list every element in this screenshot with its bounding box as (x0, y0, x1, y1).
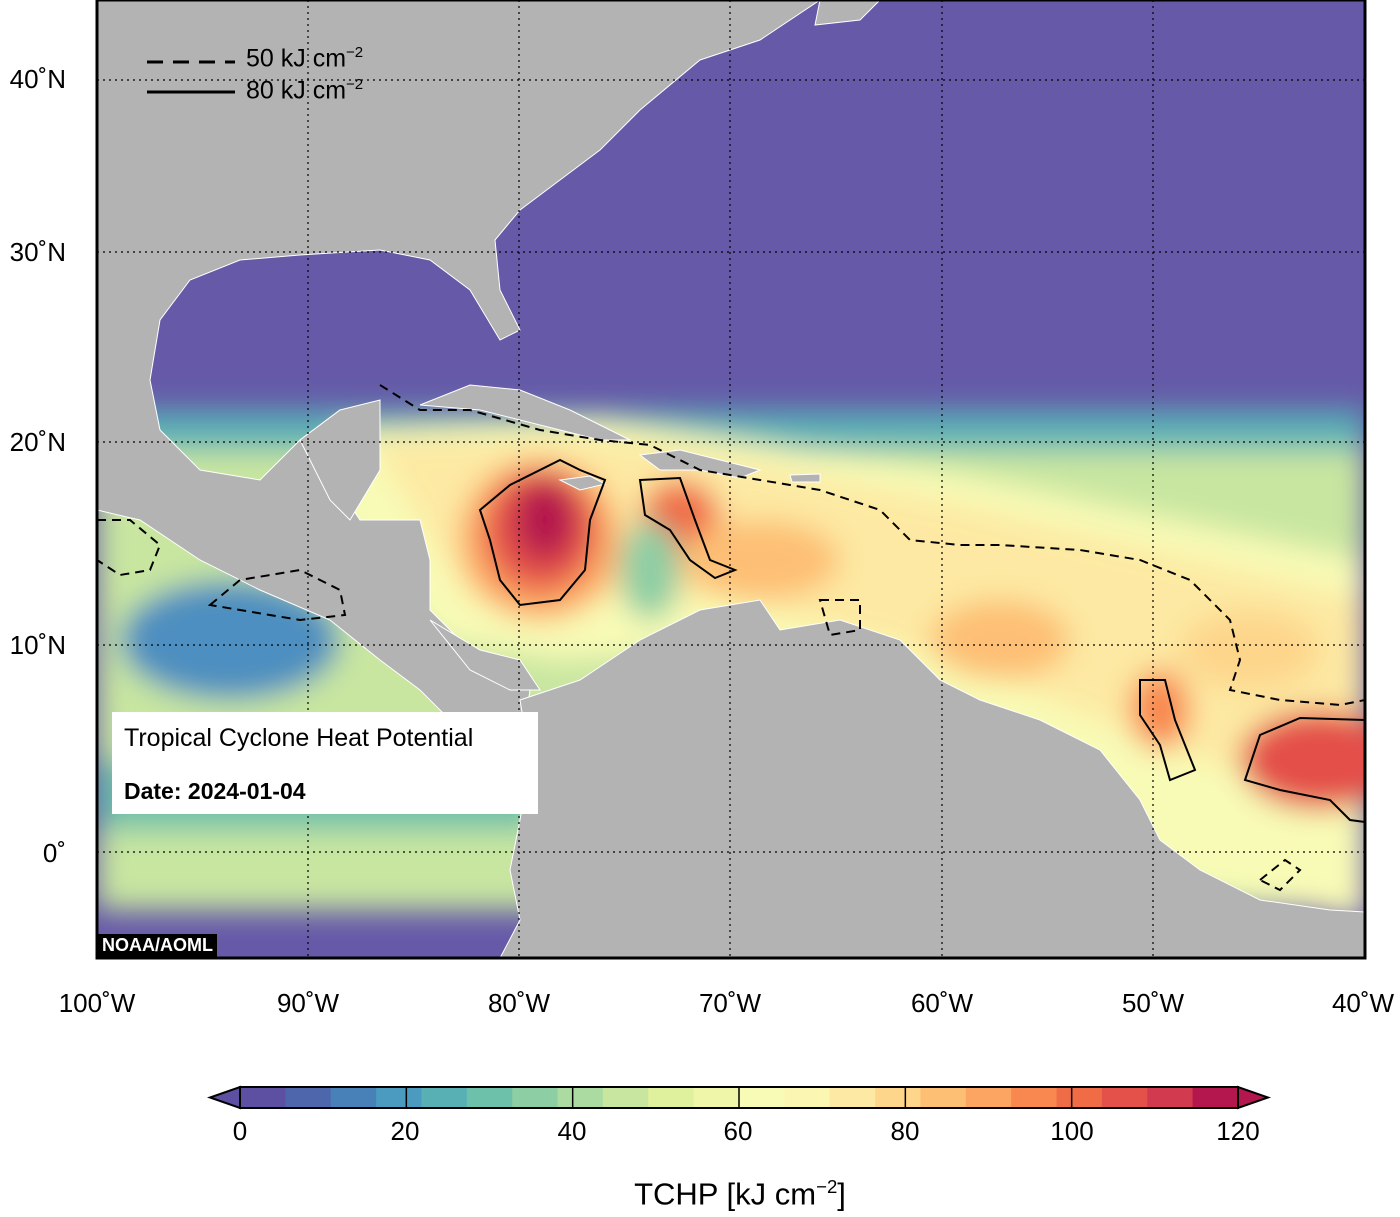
legend-label-50: 50 kJ cm (246, 44, 347, 73)
contour-50-north (379, 384, 1365, 707)
colorbar-segment (330, 1087, 377, 1108)
legend-entry-80: 80 kJ cm−2 (246, 76, 363, 105)
lat-label-40n: 40˚N (9, 64, 66, 94)
colorbar-tick-80: 80 (890, 1116, 920, 1146)
colorbar-segment (466, 1087, 513, 1108)
colorbar-tick-0: 0 (232, 1116, 248, 1146)
lon-label-80w: 80˚W (487, 988, 551, 1018)
colorbar (206, 1085, 1272, 1110)
land (97, 0, 1365, 958)
colorbar-tick-100: 100 (1050, 1116, 1094, 1146)
contour-80-d (1243, 716, 1365, 823)
contour-80-c (1139, 679, 1197, 782)
colorbar-under-arrow (206, 1085, 241, 1110)
contour-80-a (478, 458, 607, 607)
colorbar-segment (1147, 1087, 1194, 1108)
colorbar-title-sup: −2 (816, 1176, 838, 1197)
lon-label-100w: 100˚W (58, 988, 136, 1018)
contour-80-b (638, 476, 738, 580)
colorbar-segment (965, 1087, 1012, 1108)
colorbar-segment (376, 1087, 423, 1108)
lon-label-90w: 90˚W (276, 988, 340, 1018)
lat-label-20n: 20˚N (9, 427, 66, 457)
colorbar-segment (240, 1087, 286, 1108)
lon-label-50w: 50˚W (1121, 988, 1185, 1018)
colorbar-segment (648, 1087, 695, 1108)
colorbar-segment (920, 1087, 967, 1108)
colorbar-segment (739, 1087, 785, 1108)
contour-50-south (1258, 858, 1302, 892)
colorbar-title-end: ] (837, 1176, 846, 1212)
legend-label-80: 80 kJ cm (246, 76, 347, 105)
colorbar-segment (557, 1087, 604, 1108)
colorbar-segment (1011, 1087, 1058, 1108)
info-box: Tropical Cyclone Heat Potential Date: 20… (112, 712, 538, 814)
colorbar-title: TCHP [kJ cm−2] (634, 1176, 846, 1212)
colorbar-segment (602, 1087, 649, 1108)
contour-50-sa (818, 599, 861, 637)
lat-label-0: 0˚ (42, 838, 66, 868)
colorbar-segment (421, 1087, 468, 1108)
colorbar-segment (829, 1087, 876, 1108)
colorbar-segment (285, 1087, 332, 1108)
colorbar-tick-120: 120 (1216, 1116, 1260, 1146)
colorbar-over-arrow (1237, 1085, 1272, 1110)
colorbar-segment (693, 1087, 740, 1108)
contours (97, 384, 1365, 892)
colorbar-segment (1056, 1087, 1103, 1108)
legend-entry-50: 50 kJ cm−2 (246, 44, 363, 73)
colorbar-tick-40: 40 (557, 1116, 587, 1146)
map-title: Tropical Cyclone Heat Potential (124, 724, 474, 752)
lon-label-60w: 60˚W (910, 988, 974, 1018)
colorbar-segment (1101, 1087, 1148, 1108)
contour-50-pacific (207, 568, 347, 622)
map-date: Date: 2024-01-04 (124, 778, 306, 804)
lon-label-40w: 40˚W (1331, 988, 1395, 1018)
lon-label-70w: 70˚W (698, 988, 762, 1018)
colorbar-tick-20: 20 (390, 1116, 420, 1146)
map-frame (95, 0, 1367, 960)
colorbar-segment (875, 1087, 922, 1108)
lat-label-10n: 10˚N (9, 630, 66, 660)
lat-label-30n: 30˚N (9, 237, 66, 267)
legend-sup-80: −2 (346, 76, 364, 93)
colorbar-segment (512, 1087, 559, 1108)
colorbar-title-main: TCHP [kJ cm (634, 1176, 817, 1212)
colorbar-segment (784, 1087, 831, 1108)
colorbar-segment (1192, 1087, 1239, 1108)
colorbar-tick-60: 60 (723, 1116, 753, 1146)
legend-sup-50: −2 (346, 44, 364, 61)
credit-label: NOAA/AOML (98, 934, 217, 957)
